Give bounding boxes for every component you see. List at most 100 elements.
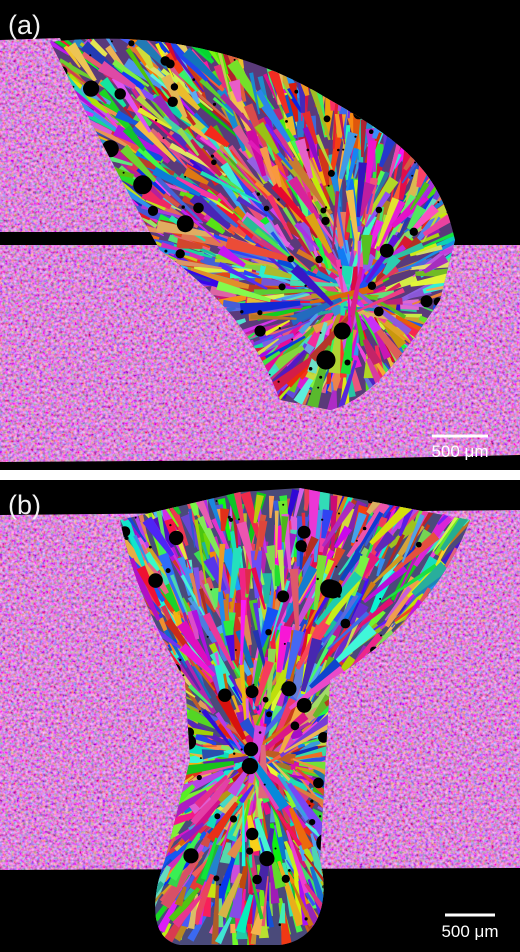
pore bbox=[240, 310, 244, 314]
pore bbox=[379, 597, 382, 600]
grain bbox=[137, 107, 172, 130]
grain bbox=[235, 768, 258, 832]
grain bbox=[411, 561, 449, 596]
grain bbox=[313, 554, 327, 611]
grain bbox=[321, 509, 333, 539]
grain bbox=[291, 488, 305, 526]
grain bbox=[261, 573, 272, 604]
grain bbox=[193, 549, 216, 582]
grain bbox=[273, 127, 295, 158]
grain bbox=[380, 563, 438, 603]
grain bbox=[368, 219, 384, 247]
pore bbox=[380, 634, 382, 637]
grain bbox=[200, 170, 262, 204]
pore bbox=[147, 205, 159, 216]
grain bbox=[323, 619, 338, 638]
grain bbox=[288, 156, 333, 215]
pore bbox=[304, 284, 307, 287]
grain bbox=[141, 187, 172, 210]
pore bbox=[327, 169, 335, 177]
grain bbox=[266, 900, 275, 928]
pore bbox=[373, 306, 384, 317]
grain bbox=[178, 69, 199, 92]
grain bbox=[380, 297, 403, 305]
grain bbox=[99, 77, 127, 108]
grain bbox=[361, 234, 373, 265]
pore bbox=[238, 518, 240, 521]
grain bbox=[190, 777, 231, 828]
grain bbox=[243, 269, 262, 279]
grain bbox=[345, 189, 361, 255]
pore bbox=[308, 804, 311, 807]
grain bbox=[191, 609, 211, 661]
grain bbox=[177, 655, 202, 691]
grain bbox=[254, 660, 274, 707]
grain bbox=[327, 390, 338, 411]
grain bbox=[167, 500, 189, 547]
grain bbox=[50, 39, 70, 56]
pore bbox=[245, 685, 259, 699]
grain bbox=[361, 581, 376, 601]
grain bbox=[175, 259, 222, 270]
pore bbox=[124, 536, 129, 540]
pore bbox=[83, 80, 100, 97]
grain bbox=[203, 125, 230, 148]
pore bbox=[233, 752, 236, 755]
grain bbox=[409, 181, 430, 211]
grain bbox=[287, 782, 333, 842]
pore bbox=[338, 512, 340, 515]
grain bbox=[300, 637, 323, 692]
grain bbox=[364, 139, 377, 192]
grain bbox=[249, 72, 260, 115]
grain bbox=[314, 134, 333, 170]
pore bbox=[420, 295, 433, 308]
pore bbox=[327, 184, 330, 187]
grain bbox=[57, 58, 94, 81]
grain bbox=[214, 171, 245, 193]
grain bbox=[362, 338, 382, 367]
grain bbox=[311, 155, 327, 186]
pore bbox=[169, 530, 184, 546]
grain bbox=[174, 886, 187, 907]
grain bbox=[211, 885, 219, 945]
pore bbox=[212, 102, 217, 106]
grain bbox=[423, 229, 455, 248]
grain bbox=[252, 629, 268, 674]
pore bbox=[337, 594, 341, 598]
grain bbox=[305, 212, 333, 254]
grain bbox=[188, 508, 196, 548]
grain bbox=[360, 119, 367, 158]
pore bbox=[278, 327, 281, 330]
grain bbox=[97, 60, 137, 90]
pore bbox=[262, 696, 269, 703]
grain bbox=[125, 47, 160, 97]
grain bbox=[289, 568, 299, 632]
grain bbox=[347, 294, 352, 331]
grain bbox=[240, 491, 262, 540]
pore bbox=[309, 819, 316, 826]
grain bbox=[180, 513, 202, 551]
pore bbox=[414, 161, 416, 164]
pore bbox=[133, 175, 153, 195]
grain bbox=[180, 574, 210, 625]
grain bbox=[211, 517, 233, 559]
grain bbox=[194, 732, 217, 746]
grain bbox=[388, 519, 420, 549]
pore bbox=[310, 799, 314, 803]
grain bbox=[433, 232, 455, 248]
panel-b: (b) 500 μm bbox=[0, 480, 520, 952]
grain bbox=[363, 564, 408, 604]
grain bbox=[292, 785, 328, 807]
pore bbox=[254, 325, 266, 337]
grain bbox=[260, 277, 286, 286]
grain bbox=[358, 598, 394, 628]
grain bbox=[370, 554, 404, 586]
pore bbox=[411, 174, 414, 177]
grain bbox=[194, 774, 228, 808]
grain bbox=[205, 216, 226, 235]
pore bbox=[164, 249, 168, 253]
pore bbox=[179, 658, 182, 662]
grain bbox=[315, 270, 345, 288]
grain bbox=[384, 586, 412, 621]
